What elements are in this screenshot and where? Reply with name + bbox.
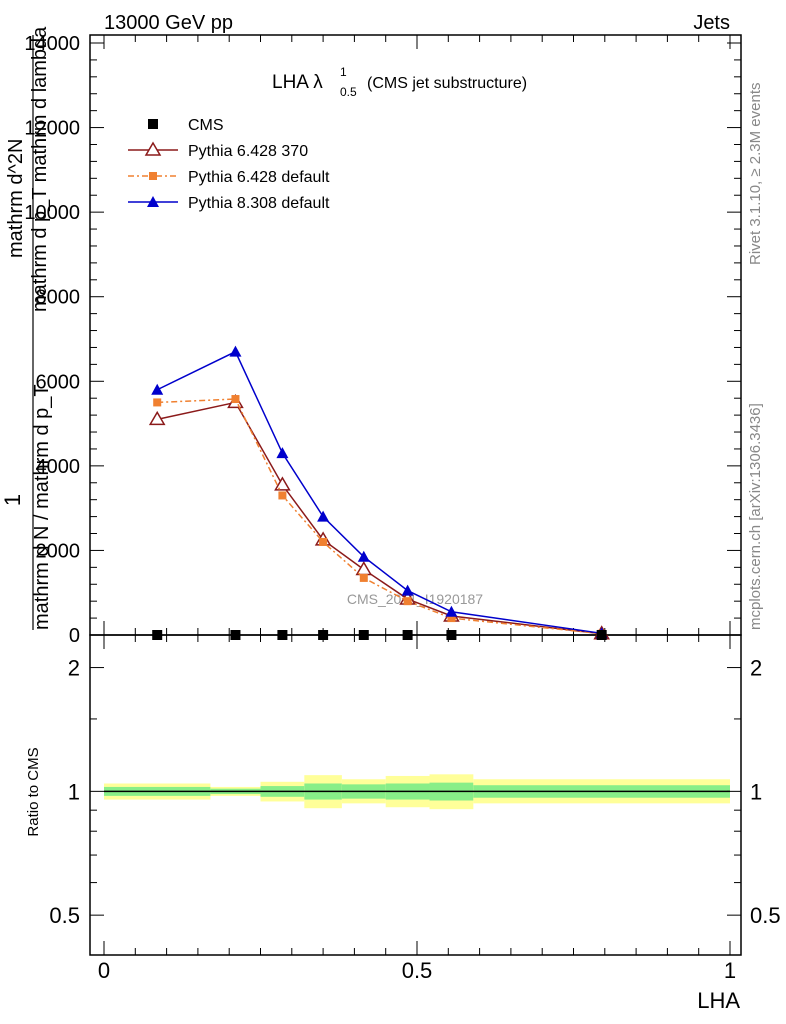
data-point [319, 537, 328, 546]
legend-label: Pythia 6.428 default [188, 169, 330, 186]
data-point [445, 605, 458, 617]
main-y-axis-label: 1 mathrm d N / mathrm d p_T mathrm d^2N … [0, 26, 53, 630]
y-tick-label: 12000 [24, 118, 80, 140]
ratio-y-tick-label-right: 2 [750, 656, 762, 681]
main-axis-ticks: 0 2000 4000 6000 8000 10000 12000 14000 [24, 33, 741, 647]
data-point [151, 383, 164, 395]
data-point [596, 630, 607, 640]
data-point [152, 630, 163, 640]
title-rest: (CMS jet substructure) [367, 75, 527, 92]
legend: CMS Pythia 6.428 370 Pythia 6.428 default P… [128, 117, 330, 212]
legend-label: Pythia 6.428 370 [188, 143, 308, 160]
y-tick-label: 8000 [36, 287, 81, 309]
data-point [276, 447, 289, 459]
ratio-y-label: Ratio to CMS [25, 747, 42, 836]
data-point [446, 630, 457, 640]
y-tick-label: 10000 [24, 202, 80, 224]
data-point [401, 584, 414, 596]
series-line [157, 401, 602, 635]
legend-marker [149, 172, 157, 180]
ylabel-one: 1 [0, 494, 25, 506]
legend-label: Pythia 8.308 default [188, 195, 330, 212]
data-point [153, 398, 162, 407]
data-point [229, 345, 242, 357]
ratio-y-tick-label-right: 0.5 [750, 903, 781, 928]
header-left: 13000 GeV pp [104, 12, 233, 34]
mcplots-label: mcplots.cern.ch [arXiv:1306.3436] [747, 403, 764, 630]
x-axis-label: LHA [697, 988, 740, 1013]
x-tick-label: 0.5 [402, 958, 433, 983]
y-tick-label: 6000 [36, 371, 81, 393]
header-right: Jets [693, 12, 730, 34]
legend-marker [144, 141, 162, 156]
ratio-axis-ticks: 0.5 0.5 1 1 2 2 0 0.5 1 [49, 635, 781, 983]
y-tick-label: 14000 [24, 33, 80, 55]
data-series [148, 345, 610, 640]
data-point [359, 573, 368, 582]
ratio-y-tick-label: 0.5 [49, 903, 80, 928]
y-tick-label: 4000 [36, 456, 81, 478]
ratio-y-tick-label: 1 [68, 779, 80, 804]
legend-marker [148, 119, 158, 129]
y-tick-label: 2000 [36, 540, 81, 562]
ratio-y-tick-label-right: 1 [750, 779, 762, 804]
data-point [277, 630, 288, 640]
data-point [278, 491, 287, 500]
ylabel-frac-den: mathrm d p_T mathrm d lambda [29, 26, 51, 312]
ratio-plot-frame [89, 634, 742, 956]
legend-marker [147, 196, 159, 207]
legend-label: CMS [188, 117, 224, 134]
ratio-uncertainty-bands [104, 774, 730, 810]
data-point [357, 550, 370, 562]
analysis-watermark: CMS_2021_I1920187 [347, 591, 483, 607]
data-point [403, 597, 412, 606]
data-point [358, 630, 369, 640]
data-point [230, 630, 241, 640]
data-point [231, 395, 240, 404]
data-point [447, 614, 456, 623]
series-cms [152, 630, 607, 640]
data-point [318, 630, 329, 640]
data-point [402, 630, 413, 640]
data-point [148, 410, 166, 426]
series-line [156, 350, 602, 635]
ylabel-den: mathrm d N / mathrm d p_T [31, 384, 53, 630]
data-point [274, 476, 291, 491]
data-point [317, 510, 330, 522]
title-main: LHA λ [272, 72, 323, 93]
y-tick-label: 0 [69, 625, 80, 647]
ratio-y-tick-label: 2 [68, 656, 80, 681]
plot-title: LHA λ 1 0.5 (CMS jet substructure) [272, 65, 527, 99]
rivet-label: Rivet 3.1.10, ≥ 2.3M events [747, 83, 764, 266]
x-tick-label: 1 [724, 958, 736, 983]
title-sup: 1 [340, 65, 347, 79]
title-sub: 0.5 [340, 85, 357, 99]
ylabel-frac-num: mathrm d^2N [5, 139, 27, 258]
x-tick-label: 0 [98, 958, 110, 983]
